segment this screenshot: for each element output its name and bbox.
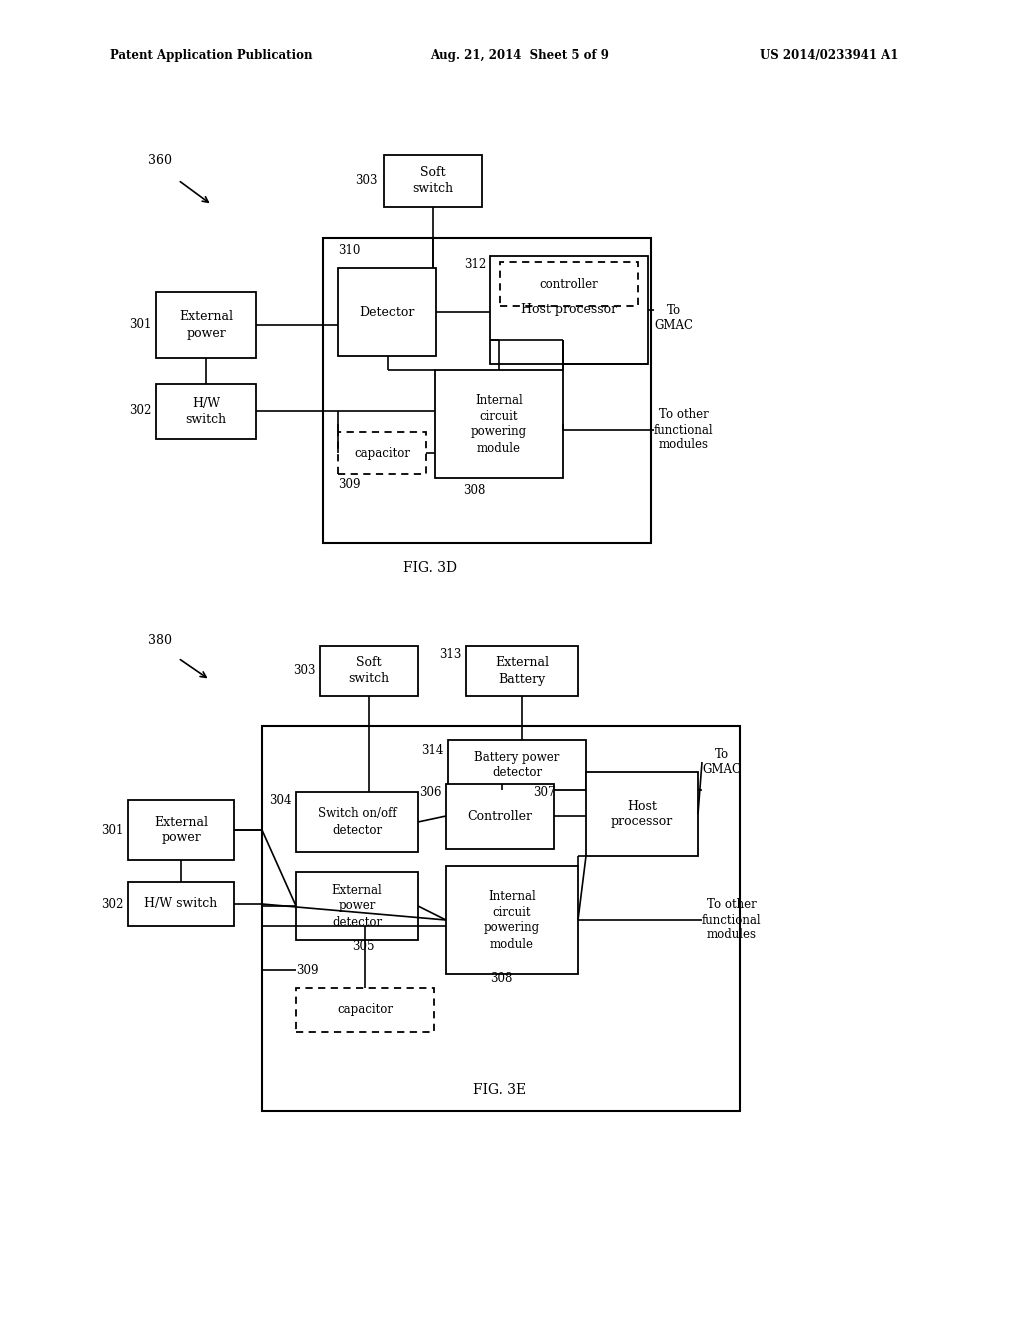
Text: 380: 380 (148, 634, 172, 647)
Bar (296, 873, 418, 940)
Text: Soft
switch: Soft switch (348, 656, 389, 685)
Bar (384, 154, 482, 207)
Text: US 2014/0233941 A1: US 2014/0233941 A1 (760, 49, 898, 62)
Text: 360: 360 (148, 153, 172, 166)
Text: To
GMAC: To GMAC (654, 304, 693, 333)
Text: Controller: Controller (468, 810, 532, 822)
Text: 302: 302 (101, 898, 124, 911)
Bar (296, 987, 434, 1032)
Text: 314: 314 (422, 743, 444, 756)
Text: 313: 313 (439, 648, 462, 661)
Bar (156, 384, 256, 440)
Bar (586, 772, 698, 855)
Bar (296, 792, 418, 851)
Bar (128, 800, 234, 861)
Text: External
power: External power (154, 816, 208, 845)
Bar (338, 268, 436, 356)
Bar (128, 882, 234, 927)
Text: capacitor: capacitor (337, 1003, 393, 1016)
Bar (500, 261, 638, 306)
Text: FIG. 3D: FIG. 3D (403, 561, 457, 576)
Text: To other
functional
modules: To other functional modules (702, 899, 762, 941)
Text: H/W
switch: H/W switch (185, 397, 226, 426)
Text: 310: 310 (338, 243, 360, 256)
Text: 301: 301 (130, 318, 152, 331)
Text: External
power: External power (179, 310, 233, 339)
Text: 308: 308 (490, 972, 512, 985)
Text: 309: 309 (296, 964, 318, 977)
Text: capacitor: capacitor (354, 446, 410, 459)
Text: H/W switch: H/W switch (144, 898, 218, 911)
Text: Host
processor: Host processor (611, 800, 673, 829)
Bar (319, 645, 418, 696)
Text: 306: 306 (420, 787, 442, 800)
Bar (338, 432, 426, 474)
Bar (490, 256, 648, 364)
Bar (466, 645, 578, 696)
Text: Detector: Detector (359, 305, 415, 318)
Text: 302: 302 (130, 404, 152, 417)
Text: 304: 304 (269, 793, 292, 807)
Bar (323, 238, 651, 543)
Bar (449, 741, 586, 789)
Text: External
Battery: External Battery (495, 656, 549, 685)
Text: 309: 309 (338, 479, 360, 491)
Text: Internal
circuit
powering
module: Internal circuit powering module (471, 393, 527, 454)
Text: 312: 312 (464, 257, 486, 271)
Text: 303: 303 (355, 174, 378, 187)
Text: External
power
detector: External power detector (332, 883, 382, 928)
Text: controller: controller (540, 277, 598, 290)
Text: 301: 301 (101, 824, 124, 837)
Bar (262, 726, 740, 1111)
Text: Internal
circuit
powering
module: Internal circuit powering module (484, 890, 540, 950)
Text: 305: 305 (352, 940, 375, 953)
Text: FIG. 3E: FIG. 3E (473, 1082, 526, 1097)
Text: Switch on/off
detector: Switch on/off detector (317, 808, 396, 837)
Text: 303: 303 (294, 664, 316, 677)
Bar (446, 866, 578, 974)
Text: 308: 308 (463, 483, 485, 496)
Bar (156, 292, 256, 358)
Text: Host processor: Host processor (521, 304, 617, 317)
Text: To
GMAC: To GMAC (702, 748, 741, 776)
Text: Battery power
detector: Battery power detector (474, 751, 560, 780)
Text: To other
functional
modules: To other functional modules (654, 408, 714, 451)
Text: 307: 307 (534, 787, 556, 800)
Bar (446, 784, 554, 849)
Text: Soft
switch: Soft switch (413, 166, 454, 195)
Text: Patent Application Publication: Patent Application Publication (110, 49, 312, 62)
Bar (435, 370, 563, 478)
Text: Aug. 21, 2014  Sheet 5 of 9: Aug. 21, 2014 Sheet 5 of 9 (430, 49, 609, 62)
